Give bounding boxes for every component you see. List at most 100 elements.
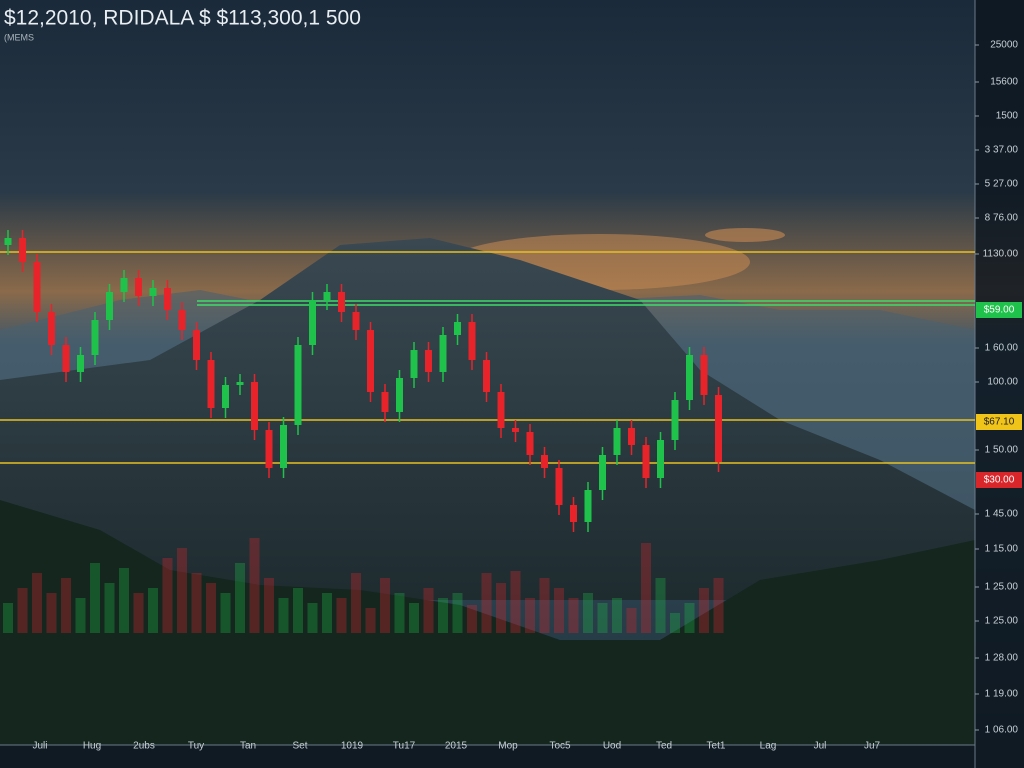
candle-body	[410, 350, 418, 378]
candle-body	[700, 355, 708, 395]
volume-bar	[104, 583, 115, 633]
candle-body	[686, 355, 693, 400]
cloud	[705, 228, 785, 242]
volume-bar	[119, 568, 129, 633]
volume-bar	[249, 538, 260, 633]
y-tick-label: 1 50.00	[985, 445, 1019, 456]
candle-body	[657, 440, 664, 478]
x-tick-label: Hug	[83, 741, 101, 752]
candle-body	[323, 292, 331, 300]
candle-body	[439, 335, 447, 372]
volume-bar	[655, 578, 666, 633]
candle-body	[381, 392, 389, 412]
candle-body	[584, 490, 592, 522]
candle-body	[715, 395, 722, 462]
price-tag-label: $30.00	[984, 475, 1015, 486]
x-tick-label: Tan	[240, 741, 256, 752]
volume-bar	[293, 588, 303, 633]
volume-bar	[61, 578, 71, 633]
candle-body	[33, 262, 41, 312]
y-tick-label: 1 25.00	[985, 616, 1019, 627]
candle-body	[251, 382, 258, 430]
volume-bar	[336, 598, 347, 633]
volume-bar	[481, 573, 492, 633]
candle-body	[280, 425, 287, 468]
candle-body	[468, 322, 476, 360]
candle-body	[338, 292, 345, 312]
price-tag	[976, 472, 1022, 488]
volume-bar	[351, 573, 361, 633]
volume-bar	[220, 593, 231, 633]
volume-bar	[322, 593, 332, 633]
candle-body	[309, 300, 316, 345]
candle-body	[106, 292, 113, 320]
volume-bar	[496, 583, 506, 633]
axis-panel	[975, 0, 1024, 768]
volume-bar	[670, 613, 680, 633]
candle-body	[454, 322, 461, 335]
candle-body	[48, 312, 55, 345]
price-tag	[976, 302, 1022, 318]
volume-bar	[394, 593, 405, 633]
y-tick-label: 100.00	[987, 377, 1018, 388]
x-tick-label: Toc5	[549, 741, 571, 752]
volume-bar	[467, 605, 477, 633]
y-tick-label: 1 28.00	[985, 653, 1019, 664]
chart-title: $12,2010, RDIDALA $ $113,300,1 500	[4, 7, 361, 30]
candle-body	[671, 400, 679, 440]
y-tick-label: 1 60.00	[985, 343, 1019, 354]
volume-bar	[423, 588, 434, 633]
volume-bar	[684, 603, 695, 633]
volume-bar	[641, 543, 651, 633]
volume-bar	[380, 578, 390, 633]
y-tick-label: 1 25.00	[985, 582, 1019, 593]
y-tick-label: 1130.00	[983, 249, 1019, 260]
forest	[0, 500, 975, 745]
candle-body	[570, 505, 577, 522]
volume-bar	[17, 588, 28, 633]
candle-body	[555, 468, 563, 505]
volume-bar	[278, 598, 289, 633]
candle-body	[4, 238, 12, 245]
x-tick-label: 2015	[445, 741, 468, 752]
y-tick-label: 1500	[996, 111, 1019, 122]
y-tick-label: 8 76.00	[985, 213, 1019, 224]
volume-bar	[307, 603, 318, 633]
candle-body	[62, 345, 70, 372]
volume-bar	[191, 573, 202, 633]
candle-body	[294, 345, 302, 425]
y-tick-label: 1 15.00	[985, 544, 1019, 555]
y-tick-label: 1 19.00	[985, 689, 1019, 700]
x-tick-label: Set	[292, 741, 307, 752]
y-tick-label: 3 37.00	[985, 145, 1019, 156]
y-tick-label: 15600	[990, 77, 1018, 88]
y-tick-label: 1 06.00	[985, 725, 1019, 736]
candle-body	[149, 288, 157, 296]
candle-body	[135, 278, 142, 296]
x-tick-label: Juli	[32, 741, 47, 752]
candle-body	[236, 382, 244, 385]
volume-bar	[365, 608, 376, 633]
volume-bar	[699, 588, 709, 633]
volume-bar	[713, 578, 724, 633]
x-tick-label: 1019	[341, 741, 364, 752]
volume-bar	[162, 558, 173, 633]
x-tick-label: Jul	[814, 741, 827, 752]
x-tick-label: Tet1	[707, 741, 726, 752]
volume-bar	[177, 548, 187, 633]
volume-bar	[264, 578, 274, 633]
candle-body	[265, 430, 273, 468]
candle-body	[541, 455, 548, 468]
candle-body	[120, 278, 128, 292]
volume-bar	[32, 573, 42, 633]
price-tag-label: $59.00	[984, 305, 1015, 316]
candle-body	[19, 238, 26, 262]
candle-body	[599, 455, 606, 490]
candle-body	[642, 445, 650, 478]
x-tick-label: Mop	[498, 741, 518, 752]
y-tick-label: 25000	[990, 40, 1018, 51]
volume-bar	[133, 593, 144, 633]
candle-body	[512, 428, 519, 432]
volume-bar	[452, 593, 463, 633]
